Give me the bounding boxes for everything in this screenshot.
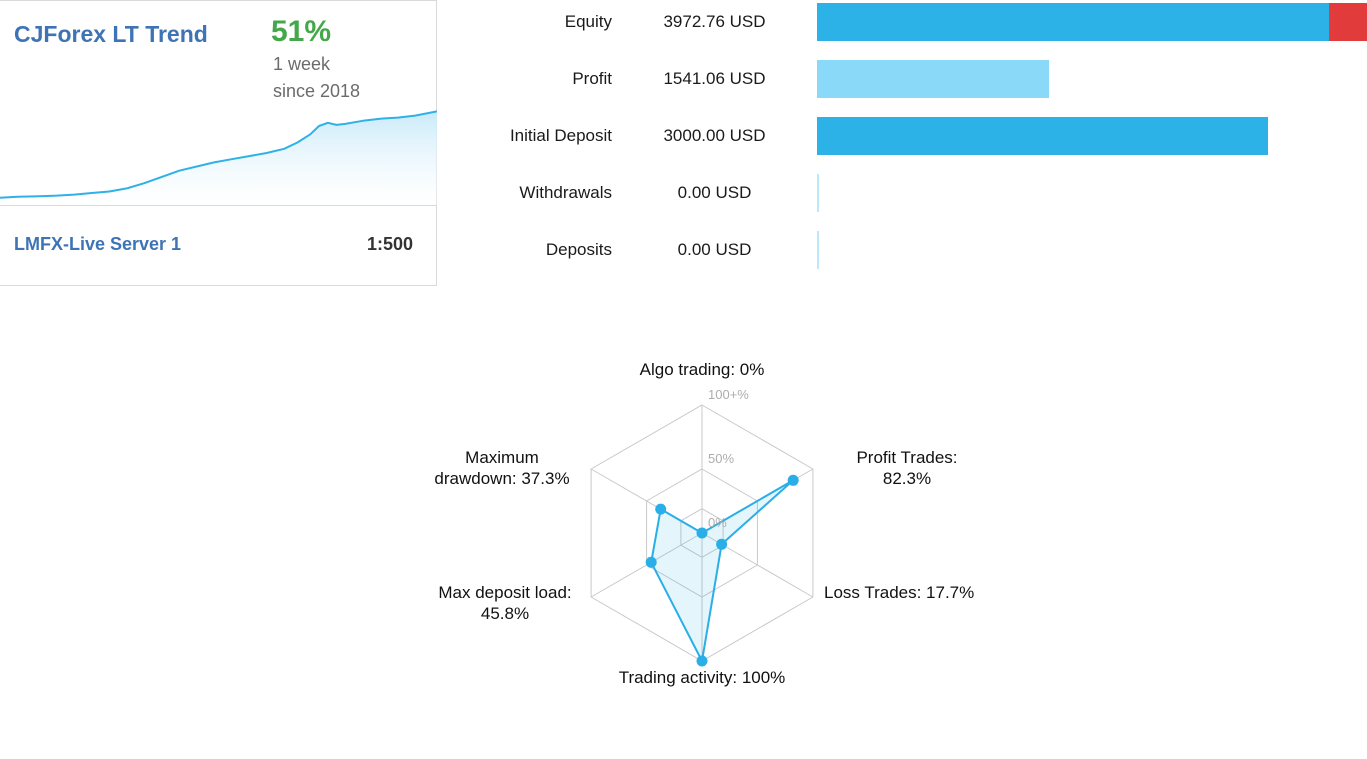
equity-bar (817, 2, 1329, 41)
leverage-value: 1:500 (366, 234, 413, 254)
profit-bar (817, 59, 1049, 98)
svg-text:50%: 50% (708, 451, 734, 466)
summary-bar-row: Deposits 0.00 USD (437, 221, 1367, 278)
bar-value-withdrawals: 0.00 USD (677, 182, 752, 202)
bar-track (817, 2, 1367, 41)
radar-svg: 100+% 50% 0% (590, 387, 814, 667)
card-divider (0, 205, 437, 206)
bar-track (817, 230, 1367, 269)
radar-label-loss-trades: Loss Trades: 17.7% (824, 583, 975, 602)
bar-label-profit: Profit (572, 68, 612, 88)
svg-text:100+%: 100+% (708, 387, 749, 402)
bar-value-profit: 1541.06 USD (663, 68, 766, 88)
bar-value-initial-deposit: 3000.00 USD (663, 125, 766, 145)
bar-label-deposits: Deposits (545, 239, 612, 259)
signal-title-link[interactable]: CJForex LT Trend (14, 21, 208, 47)
equity-bar-overflow (1329, 2, 1367, 41)
bar-value-deposits: 0.00 USD (677, 239, 752, 259)
radar-label-max-deposit-load: Max deposit load: 45.8% (438, 583, 572, 624)
summary-bar-row: Equity 3972.76 USD (437, 0, 1367, 50)
bar-label-initial-deposit: Initial Deposit (509, 125, 612, 145)
radar-label-algo-trading: Algo trading: 0% (639, 360, 765, 379)
bar-value-equity: 3972.76 USD (663, 11, 766, 31)
bar-track (817, 59, 1367, 98)
account-summary-chart: Equity 3972.76 USD Profit 1541.06 USD In… (437, 0, 1367, 285)
summary-bar-row: Initial Deposit 3000.00 USD (437, 107, 1367, 164)
deposits-bar (817, 230, 819, 269)
bar-label-equity: Equity (564, 11, 612, 31)
radar-label-trading-activity: Trading activity: 100% (618, 668, 786, 687)
broker-server-name: LMFX-Live Server 1 (14, 234, 182, 254)
bar-track (817, 173, 1367, 212)
initial-deposit-bar (817, 116, 1268, 155)
growth-percent: 51% (271, 15, 332, 48)
growth-period: 1 week (273, 54, 331, 74)
signal-card: CJForex LT Trend 51% 1 week since 2018 L… (0, 0, 438, 286)
radar-label-max-drawdown: Maximum drawdown: 37.3% (434, 448, 570, 489)
radar-chart: 100+% 50% 0% Algo trading: 0% Profit Trade… (377, 350, 1027, 710)
growth-since: since 2018 (273, 81, 361, 101)
bar-label-withdrawals: Withdrawals (519, 182, 612, 202)
sparkline-svg (0, 110, 438, 205)
radar-label-profit-trades: Profit Trades: 82.3% (856, 448, 958, 489)
svg-text:0%: 0% (708, 515, 727, 530)
withdrawals-bar (817, 173, 819, 212)
summary-bar-row: Profit 1541.06 USD (437, 50, 1367, 107)
growth-sparkline-chart (0, 101, 438, 205)
bar-track (817, 116, 1367, 155)
summary-bar-row: Withdrawals 0.00 USD (437, 164, 1367, 221)
